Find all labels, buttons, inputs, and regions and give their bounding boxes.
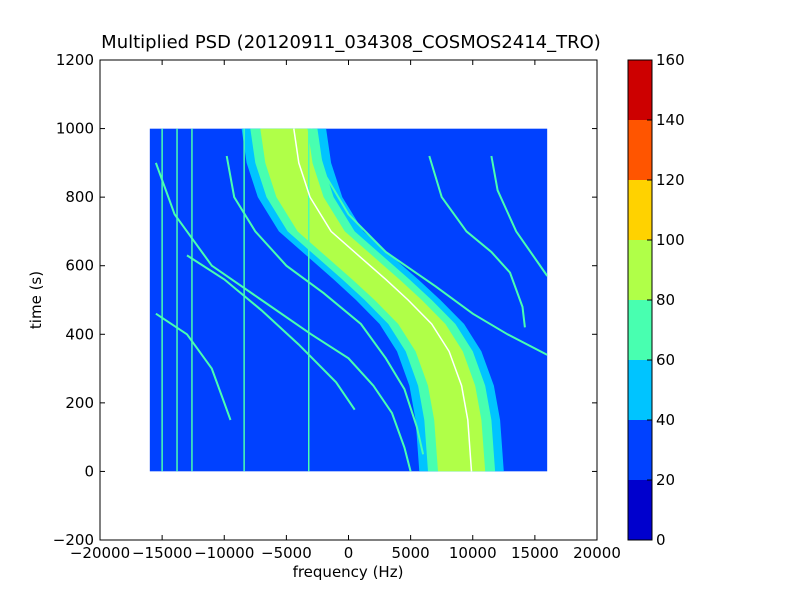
colorbar-tick-label: 120 (656, 171, 685, 189)
colorbar-tick-label: 80 (656, 291, 675, 309)
thin-trace (490, 155, 548, 277)
y-tick-label: 1200 (56, 51, 94, 69)
colorbar-segment (628, 180, 652, 240)
main-trace-peak-line (293, 128, 473, 472)
colorbar-segment (628, 300, 652, 360)
plot-area (149, 128, 548, 472)
thin-trace (186, 254, 356, 411)
colorbar-tick-label: 0 (656, 531, 666, 549)
colorbar-segment (628, 420, 652, 480)
y-tick-label: 800 (65, 188, 94, 206)
y-tick-label: 0 (84, 462, 94, 480)
colorbar-segment (628, 360, 652, 420)
colorbar-segment (628, 480, 652, 540)
y-tick-label: 200 (65, 394, 94, 412)
colorbar-segment (628, 120, 652, 180)
thin-trace (310, 128, 548, 356)
x-axis-label: frequency (Hz) (293, 563, 404, 581)
x-tick-label: 20000 (573, 544, 621, 562)
y-tick-label: 600 (65, 257, 94, 275)
spectrogram-image (149, 128, 548, 472)
y-tick-label: 1000 (56, 120, 94, 138)
colorbar-segment (628, 240, 652, 300)
x-axis: −20000 −15000 −10000 −5000 0 5000 10000 15000 20… (70, 60, 621, 562)
colorbar: 0 20 40 60 80 100 120 140 160 (627, 51, 685, 549)
y-axis: −200 0 200 400 600 800 1000 1200 (53, 51, 597, 549)
x-tick-label: 15000 (511, 544, 559, 562)
thin-trace (154, 162, 412, 472)
thin-trace (428, 155, 526, 328)
colorbar-tick-label: 20 (656, 471, 675, 489)
x-tick-label: 10000 (449, 544, 497, 562)
x-tick-label: 0 (344, 544, 354, 562)
colorbar-tick-label: 100 (656, 231, 685, 249)
colorbar-tick-label: 60 (656, 351, 675, 369)
y-tick-label: −200 (53, 531, 94, 549)
colorbar-tick-label: 40 (656, 411, 675, 429)
colorbar-tick-label: 160 (656, 51, 685, 69)
colorbar-segment (628, 60, 652, 120)
colorbar-tick-label: 140 (656, 111, 685, 129)
x-tick-label: −15000 (132, 544, 192, 562)
y-tick-label: 400 (65, 325, 94, 343)
x-tick-label: −5000 (261, 544, 312, 562)
x-tick-label: 5000 (392, 544, 430, 562)
chart-title: Multiplied PSD (20120911_034308_COSMOS24… (101, 32, 601, 53)
main-trace-band (260, 128, 486, 472)
x-tick-label: −20000 (70, 544, 130, 562)
x-tick-label: −10000 (194, 544, 254, 562)
y-axis-label: time (s) (27, 271, 45, 329)
